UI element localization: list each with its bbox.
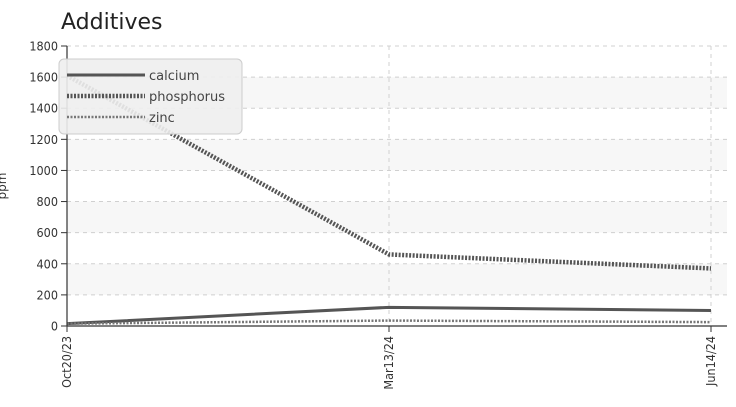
y-axis-label: ppm (0, 173, 9, 200)
legend-label: phosphorus (149, 90, 225, 105)
x-tick-label: Mar13/24 (381, 336, 396, 390)
y-tick-label: 800 (37, 194, 58, 209)
x-tick-labels: Oct20/23 Mar13/24 Jun14/24 (59, 336, 718, 390)
y-tick-label: 1800 (29, 39, 58, 54)
legend-box (58, 58, 243, 135)
series-line-phosphorus (65, 73, 712, 271)
legend: calcium phosphorus zinc (58, 58, 243, 135)
x-tick-label: Oct20/23 (59, 336, 74, 388)
plot-band (67, 139, 727, 171)
legend-label: calcium (149, 69, 199, 84)
y-tick-label: 1600 (29, 70, 58, 85)
axes (61, 45, 727, 332)
plot-band (67, 201, 727, 233)
plot-band (67, 263, 727, 295)
y-tick-label: 600 (37, 225, 58, 240)
y-tick-label: 1200 (29, 132, 58, 147)
y-tick-labels: 0 200 400 600 800 1000 1200 1400 1600 1800 (29, 39, 58, 334)
series-lines (65, 73, 712, 326)
series-line-zinc (66, 319, 712, 325)
series-line-calcium (66, 305, 712, 326)
y-tick-label: 0 (51, 319, 58, 334)
y-tick-label: 1000 (29, 163, 58, 178)
y-tick-label: 400 (37, 256, 58, 271)
y-tick-label: 1400 (29, 101, 58, 116)
grid-lines (67, 45, 727, 326)
chart-title: Additives (61, 10, 162, 35)
x-tick-label: Jun14/24 (703, 336, 718, 387)
legend-label: zinc (149, 111, 175, 126)
y-tick-label: 200 (37, 287, 58, 302)
